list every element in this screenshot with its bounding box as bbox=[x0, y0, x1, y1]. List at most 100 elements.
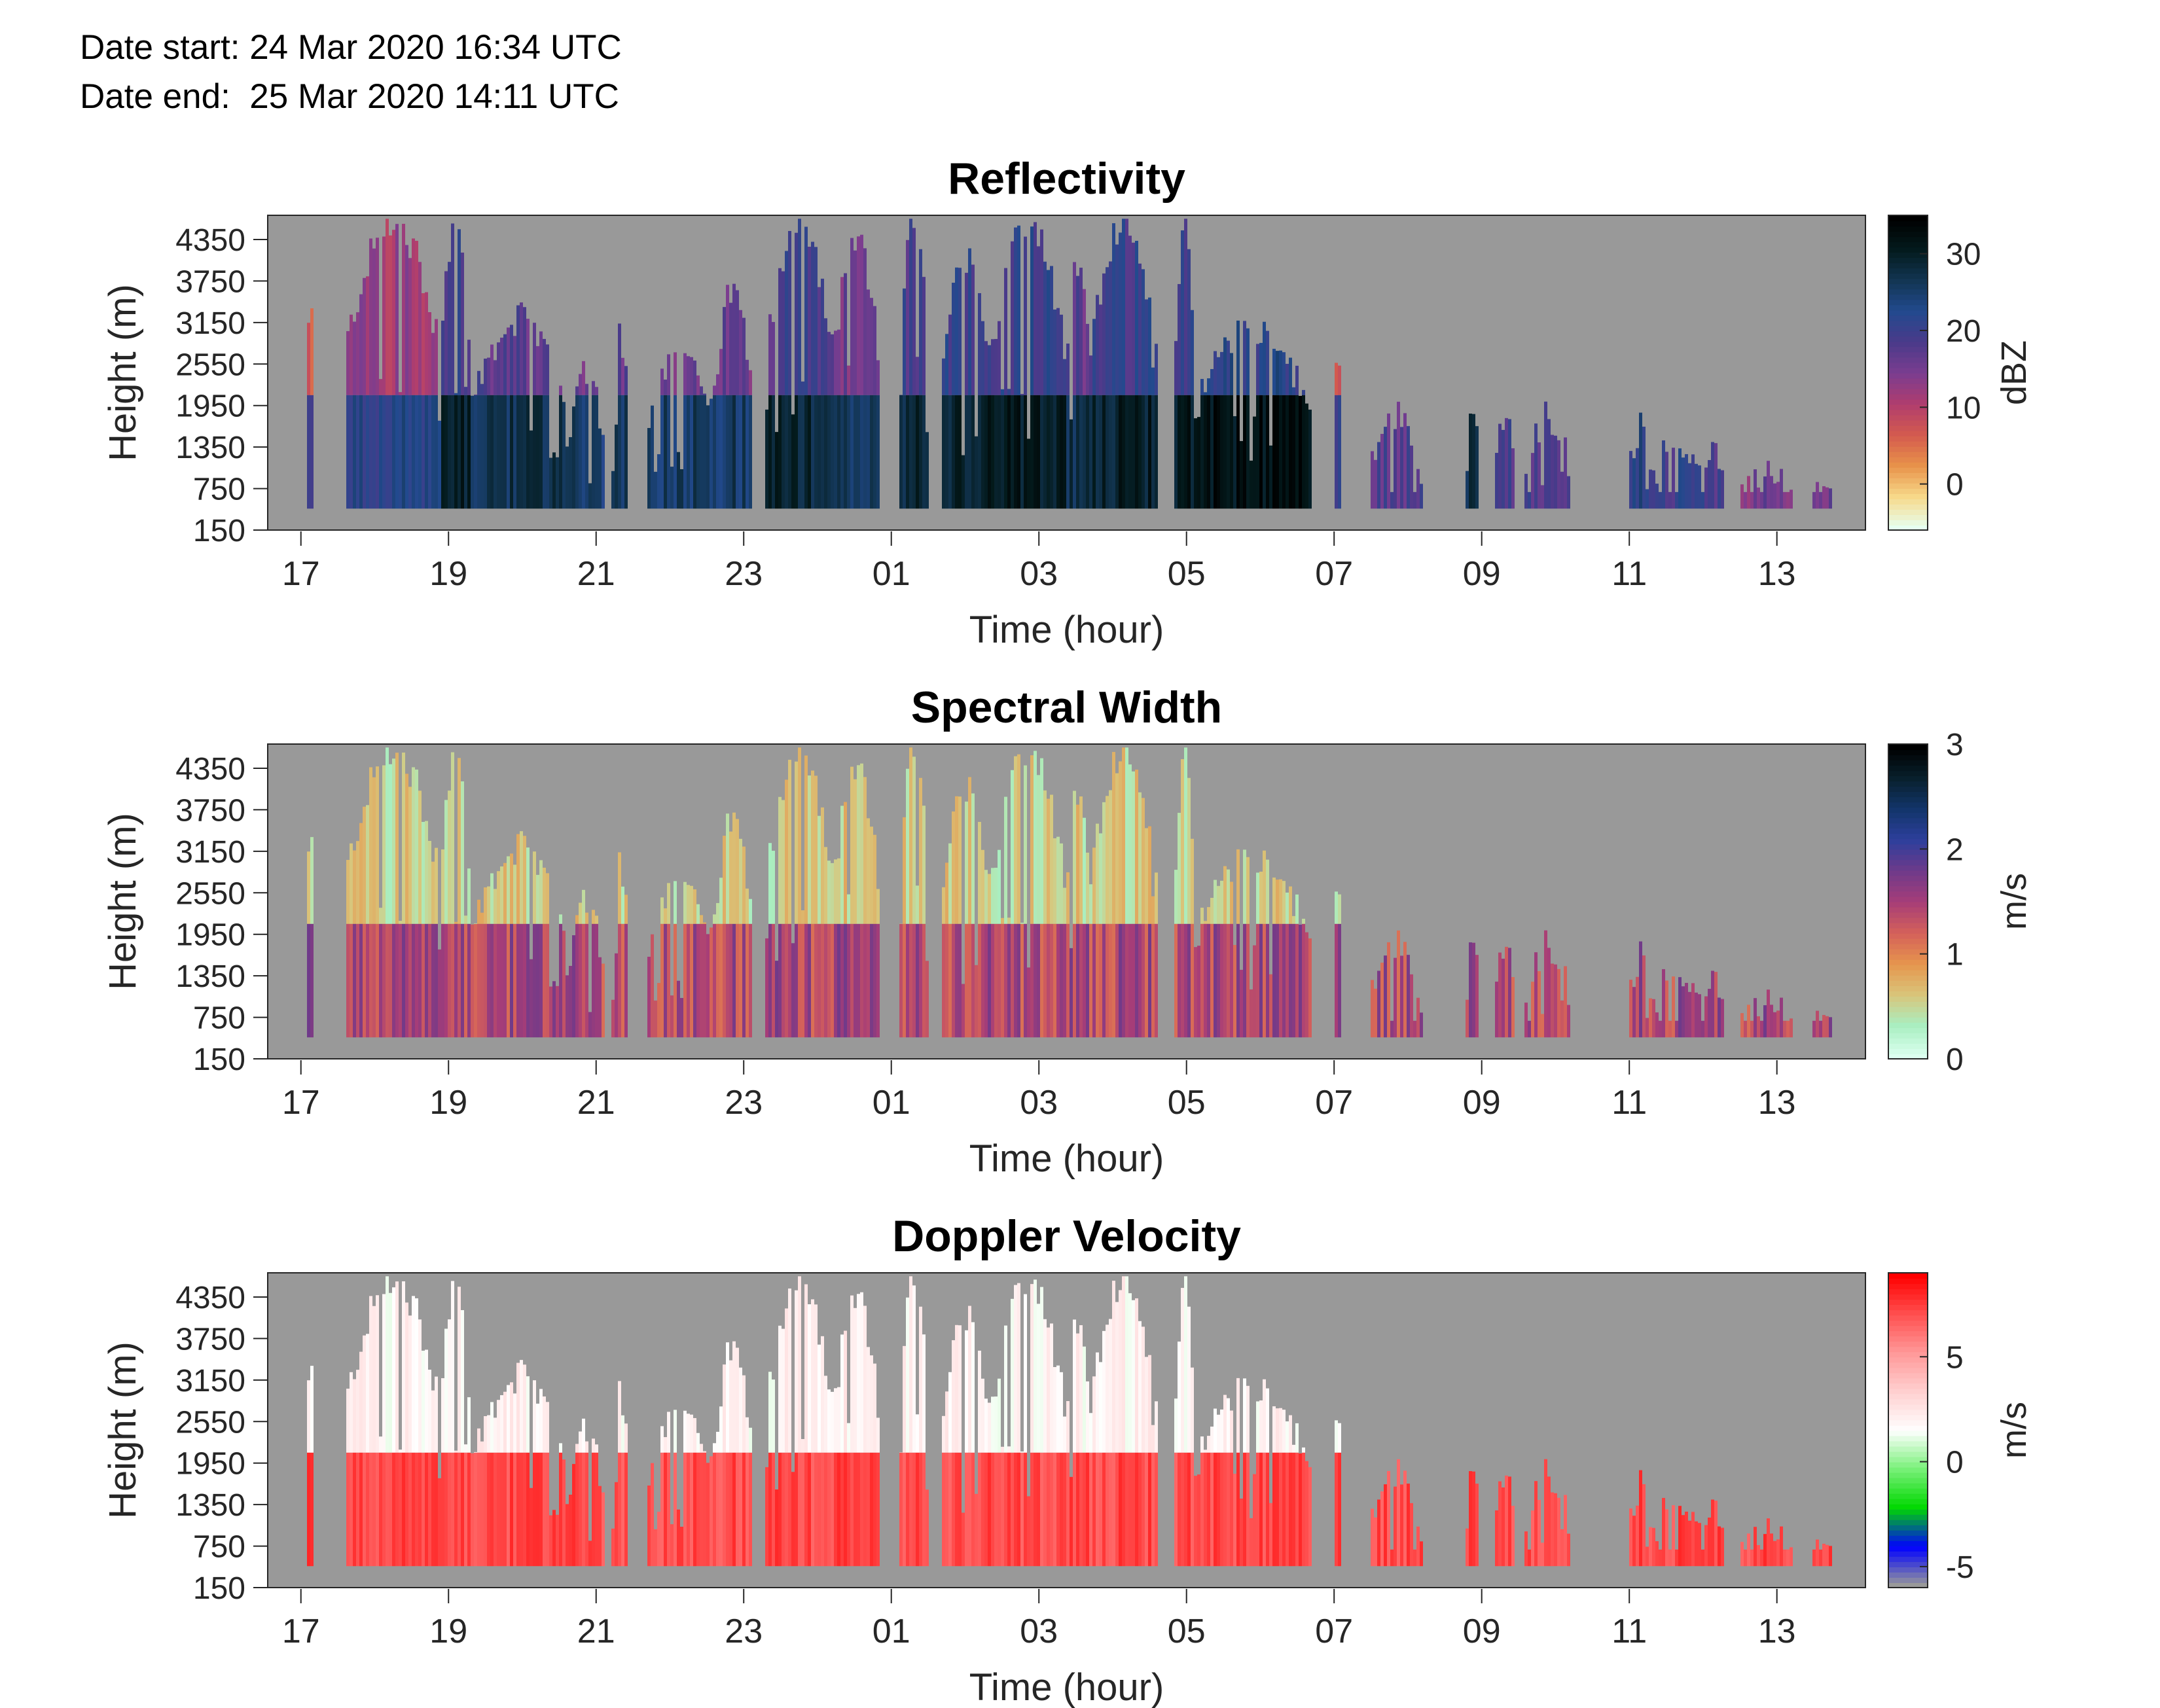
doppler-velocity-colorbar-swatch bbox=[1888, 1576, 1928, 1583]
reflectivity-cell bbox=[1191, 395, 1194, 509]
reflectivity-cell bbox=[1011, 395, 1014, 509]
spectral-width-cell bbox=[435, 847, 438, 924]
doppler-velocity-cell bbox=[1135, 1452, 1138, 1567]
reflectivity-cell bbox=[1092, 395, 1096, 509]
spectral-width-cell bbox=[1541, 1014, 1544, 1038]
reflectivity-cell bbox=[451, 223, 454, 395]
doppler-velocity-cell bbox=[516, 1452, 520, 1567]
doppler-velocity-cell bbox=[1272, 1406, 1276, 1453]
reflectivity-cell bbox=[811, 241, 814, 395]
doppler-velocity-cell bbox=[1243, 1452, 1246, 1567]
reflectivity-cell bbox=[1102, 395, 1106, 509]
reflectivity-cell bbox=[952, 283, 955, 395]
spectral-width-cell bbox=[510, 923, 513, 1038]
doppler-velocity-cell bbox=[1004, 1452, 1007, 1567]
doppler-velocity-cell bbox=[1302, 1452, 1305, 1567]
doppler-velocity-cell bbox=[1210, 1426, 1214, 1453]
reflectivity-cell bbox=[1135, 395, 1138, 509]
spectral-width-cell bbox=[494, 889, 497, 924]
doppler-velocity-cell bbox=[1646, 1546, 1649, 1567]
doppler-velocity-cell bbox=[847, 1452, 850, 1567]
reflectivity-cell bbox=[909, 395, 912, 509]
reflectivity-cell bbox=[857, 395, 860, 509]
reflectivity-cell bbox=[1056, 308, 1060, 395]
spectral-width-colorbar-swatch bbox=[1888, 760, 1928, 766]
reflectivity-cell bbox=[906, 240, 909, 395]
doppler-velocity-cell bbox=[788, 1452, 791, 1567]
reflectivity-cell bbox=[1053, 395, 1056, 509]
reflectivity-cell bbox=[1305, 403, 1308, 509]
doppler-velocity-cell bbox=[1178, 1452, 1181, 1567]
spectral-width-cell bbox=[706, 934, 710, 1038]
spectral-width-cell bbox=[1099, 833, 1102, 924]
reflectivity-cell bbox=[857, 236, 860, 395]
doppler-velocity-cell bbox=[706, 1463, 710, 1567]
spectral-width-cell bbox=[847, 894, 850, 924]
doppler-velocity-cell bbox=[926, 1489, 929, 1567]
reflectivity-cell bbox=[507, 327, 510, 395]
doppler-velocity-cell bbox=[477, 1428, 480, 1453]
spectral-width-axes-frame bbox=[267, 743, 1866, 1059]
spectral-width-cell bbox=[1508, 948, 1511, 1038]
doppler-velocity-cell bbox=[1037, 1304, 1040, 1453]
reflectivity-cell bbox=[801, 395, 804, 509]
doppler-velocity-cell bbox=[1269, 1503, 1272, 1567]
reflectivity-cell bbox=[438, 420, 441, 509]
spectral-width-cell bbox=[873, 834, 876, 924]
doppler-velocity-ytick-label: 3750 bbox=[175, 1322, 245, 1357]
doppler-velocity-colorbar-swatch bbox=[1888, 1535, 1928, 1541]
doppler-velocity-cell bbox=[876, 1452, 880, 1567]
spectral-width-cell bbox=[814, 775, 818, 924]
reflectivity-cell bbox=[1076, 395, 1079, 509]
reflectivity-colorbar-swatch bbox=[1888, 393, 1928, 400]
reflectivity-cell bbox=[1089, 395, 1092, 509]
spectral-width-cell bbox=[539, 860, 543, 924]
doppler-velocity-cell bbox=[788, 1288, 791, 1453]
reflectivity-colorbar-swatch bbox=[1888, 446, 1928, 452]
spectral-width-cell bbox=[395, 923, 399, 1038]
spectral-width-cell bbox=[798, 747, 801, 924]
doppler-velocity-cell bbox=[454, 1452, 458, 1567]
spectral-width-cell bbox=[1017, 923, 1020, 1038]
doppler-velocity-cell bbox=[782, 1452, 785, 1567]
spectral-width-colorbar-swatch bbox=[1888, 875, 1928, 881]
reflectivity-cell bbox=[346, 395, 350, 509]
doppler-velocity-cell bbox=[857, 1452, 860, 1567]
doppler-velocity-cell bbox=[310, 1452, 314, 1567]
reflectivity-cell bbox=[700, 395, 703, 509]
reflectivity-cell bbox=[1646, 489, 1649, 509]
spectral-width-cell bbox=[1335, 923, 1338, 1038]
doppler-velocity-cell bbox=[1089, 1413, 1092, 1453]
reflectivity-cell bbox=[494, 395, 497, 509]
spectral-width-cell bbox=[1714, 972, 1718, 1038]
doppler-velocity-cell bbox=[1636, 1505, 1639, 1567]
doppler-velocity-cell bbox=[958, 1325, 962, 1453]
reflectivity-cell bbox=[480, 383, 484, 395]
doppler-velocity-cell bbox=[444, 1452, 448, 1567]
doppler-velocity-cell bbox=[808, 1304, 811, 1453]
reflectivity-colorbar-swatch bbox=[1888, 372, 1928, 379]
doppler-velocity-cell bbox=[575, 1444, 579, 1453]
reflectivity-cell bbox=[837, 395, 840, 509]
reflectivity-cell bbox=[693, 360, 696, 395]
spectral-width-cell bbox=[1256, 923, 1259, 1038]
spectral-width-cell bbox=[1711, 970, 1714, 1038]
reflectivity-cell bbox=[389, 235, 392, 395]
reflectivity-cell bbox=[395, 224, 399, 395]
reflectivity-cell bbox=[798, 219, 801, 395]
reflectivity-ytick-label: 3150 bbox=[175, 306, 245, 341]
spectral-width-cell bbox=[431, 923, 435, 1038]
reflectivity-cell bbox=[595, 387, 598, 395]
spectral-width-cell bbox=[526, 847, 530, 924]
spectral-width-cell bbox=[1305, 932, 1308, 1038]
spectral-width-cell bbox=[667, 923, 670, 1038]
doppler-velocity-cell bbox=[425, 1349, 428, 1453]
spectral-width-cell bbox=[952, 923, 955, 1038]
doppler-velocity-ytick-label: 1350 bbox=[175, 1488, 245, 1523]
spectral-width-cell bbox=[785, 779, 788, 924]
reflectivity-cell bbox=[363, 277, 366, 395]
doppler-velocity-cell bbox=[536, 1403, 539, 1453]
reflectivity-cell bbox=[412, 395, 415, 509]
reflectivity-cell bbox=[569, 436, 572, 509]
reflectivity-cell bbox=[379, 395, 382, 509]
